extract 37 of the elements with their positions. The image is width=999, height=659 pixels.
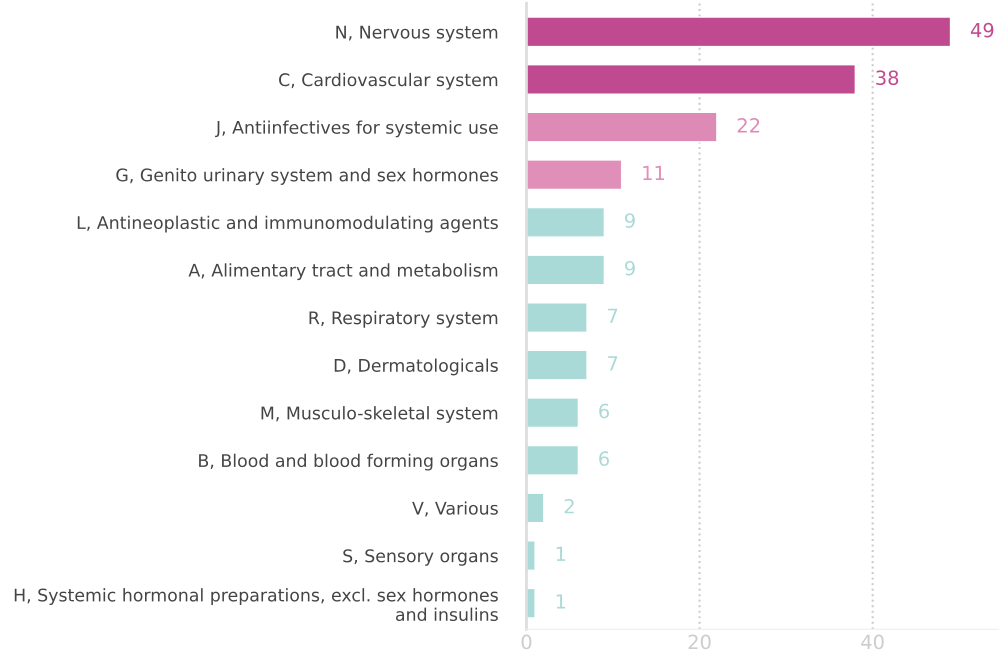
bar [526,302,588,333]
y-tick-label: M, Musculo-skeletal system [262,406,498,423]
bar [526,112,718,143]
bar [526,492,544,524]
bar [526,254,606,286]
data-label: 49 [970,22,994,38]
data-label: 7 [608,308,618,323]
bar [526,444,580,476]
data-label: 38 [876,70,898,86]
bar [526,16,952,48]
bar [526,397,580,428]
data-label: 11 [643,166,664,180]
y-tick-label: R, Respiratory system [310,310,498,328]
y-tick-label: S, Sensory organs [343,549,498,566]
y-tick-label: V, Various [412,501,498,517]
data-label: 1 [556,546,566,561]
y-tick-label: J, Antiinfectives for systemic use [215,120,498,138]
y-tick-label: B, Blood and blood forming organs [199,454,498,471]
y-tick-label: G, Genito urinary system and sex hormones [116,168,498,185]
data-label: 9 [625,260,635,276]
y-tick-label: C, Cardiovascular system [279,72,498,90]
y-tick-label: D, Dermatologicals [334,358,498,376]
y-tick-label: H, Systemic hormonal preparations, excl. sex hormones and insulins [14,588,498,622]
data-label: 6 [599,404,609,418]
data-label: 6 [599,451,609,466]
data-label: 1 [556,594,566,609]
bar [526,206,606,238]
data-label: 9 [625,213,635,228]
data-label: 22 [738,118,760,132]
data-label: 7 [608,356,618,370]
data-label: 2 [564,498,574,514]
y-tick-label: N, Nervous system [336,26,498,42]
y-tick-label: L, Antineoplastic and immunomodulating agents [78,216,498,232]
bar [526,350,588,381]
y-tick-label: A, Alimentary tract and metabolism [188,263,498,280]
bar [526,159,622,190]
bar [526,64,856,95]
